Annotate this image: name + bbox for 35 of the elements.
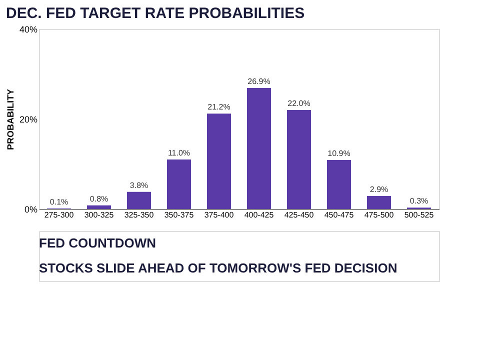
x-tick-label: 450-475 [324, 210, 354, 220]
bar [207, 114, 231, 209]
bar [87, 205, 111, 209]
data-label: 3.8% [130, 180, 148, 190]
bar [327, 160, 351, 209]
x-tick-label: 500-525 [404, 210, 434, 220]
chart-title: DEC. FED TARGET RATE PROBABILITIES [6, 5, 305, 22]
data-label: 0.8% [90, 194, 108, 204]
data-label: 21.2% [208, 102, 230, 112]
x-tick-label: 425-450 [284, 210, 314, 220]
x-tick-label: 275-300 [44, 210, 74, 220]
y-tick-label: 0% [24, 204, 38, 214]
x-tick-label: 325-350 [124, 210, 154, 220]
y-tick-label: 40% [19, 24, 38, 34]
x-tick-label: 475-500 [364, 210, 394, 220]
bar [247, 88, 271, 209]
x-tick-label: 400-425 [244, 210, 274, 220]
x-tick-label: 350-375 [164, 210, 194, 220]
x-tick-label: 300-325 [84, 210, 114, 220]
data-label: 2.9% [370, 184, 388, 194]
data-label: 26.9% [248, 76, 270, 86]
text: FED COUNTDOWN [39, 236, 156, 250]
data-label: 0.1% [50, 198, 68, 207]
bar [127, 192, 151, 209]
data-label: 10.9% [328, 148, 350, 158]
text: STOCKS SLIDE AHEAD OF TOMORROW'S FED DECISION [39, 260, 398, 276]
y-axis-title: PROBABILITY [5, 88, 16, 150]
data-label: 11.0% [168, 148, 190, 158]
data-label: 22.0% [288, 99, 310, 108]
bar [367, 196, 391, 209]
bar [287, 110, 311, 209]
data-label: 0.3% [410, 196, 428, 206]
y-tick-label: 20% [19, 114, 38, 124]
bar [167, 160, 191, 209]
x-tick-label: 375-400 [204, 210, 234, 220]
